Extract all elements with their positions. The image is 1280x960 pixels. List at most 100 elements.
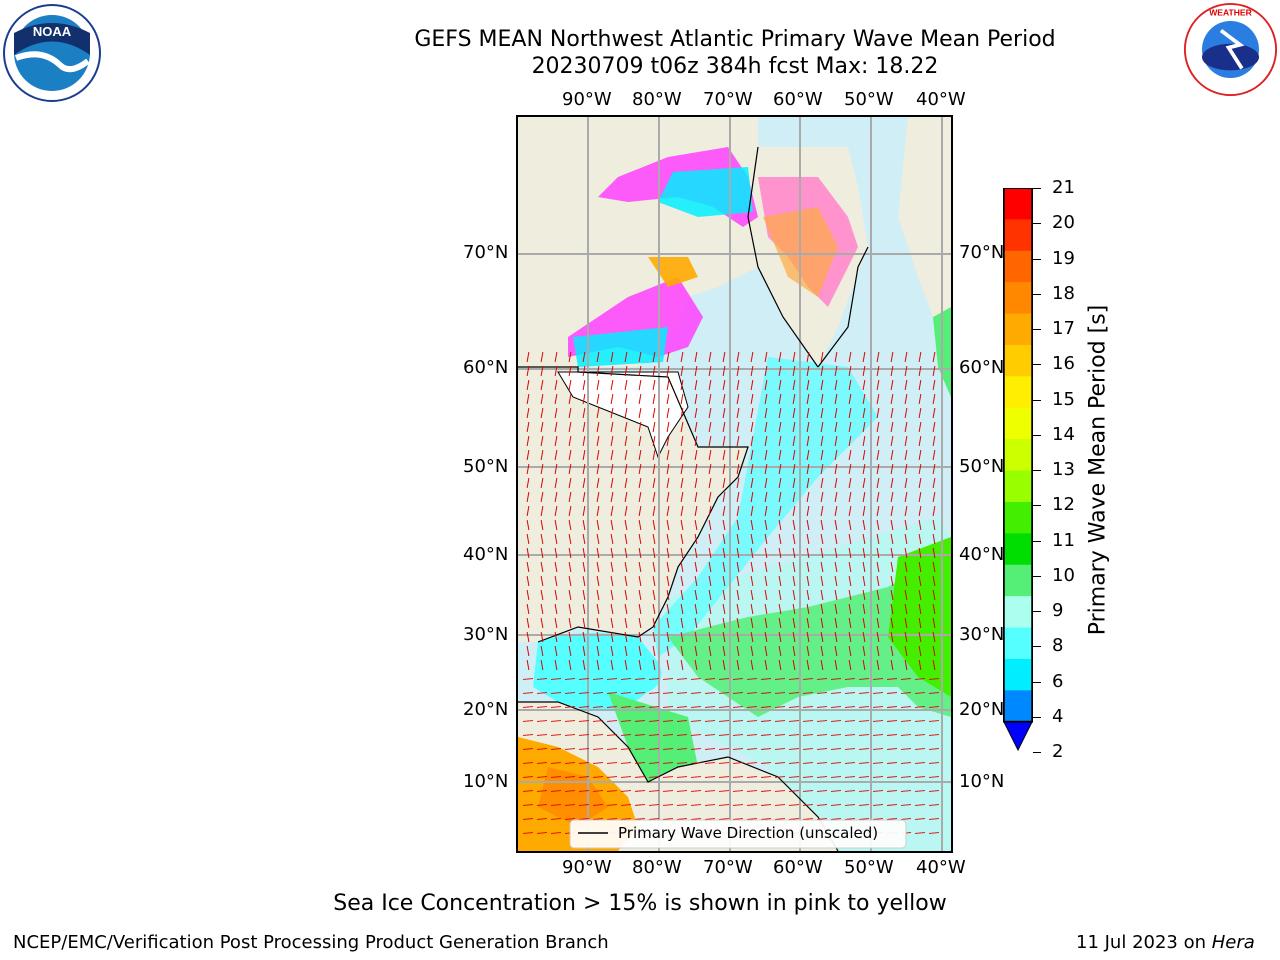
wave-arrow [732, 762, 744, 764]
wave-arrow [820, 631, 824, 643]
wave-arrow [536, 734, 548, 736]
wave-arrow [596, 463, 600, 475]
wave-arrow [764, 505, 768, 517]
wave-arrow [596, 561, 600, 573]
wave-arrow [928, 720, 940, 722]
footer-credit: NCEP/EMC/Verification Post Processing Pr… [13, 932, 609, 953]
wave-arrow [610, 547, 614, 559]
wave-arrow [746, 692, 758, 694]
wave-arrow [526, 603, 530, 615]
wave-arrow [736, 407, 740, 419]
wave-arrow [792, 477, 796, 489]
wave-arrow [778, 533, 782, 545]
wave-arrow [792, 589, 796, 601]
wave-arrow [876, 421, 880, 433]
wave-arrow [592, 720, 604, 722]
wave-arrow [578, 776, 590, 778]
wave-arrow [704, 678, 716, 680]
wave-arrow [554, 645, 558, 657]
lat-label-left: 70°N [463, 242, 509, 263]
wave-arrow [690, 720, 702, 722]
wave-arrow [914, 748, 926, 750]
wave-arrow [928, 692, 940, 694]
wave-arrow [918, 505, 922, 517]
wave-arrow [746, 776, 758, 778]
wave-arrow [848, 603, 852, 615]
wave-arrow [694, 533, 698, 545]
wave-arrow [666, 421, 670, 433]
wave-arrow [918, 547, 922, 559]
wave-arrow [778, 561, 782, 573]
wave-arrow [820, 603, 824, 615]
wave-arrow [918, 589, 922, 601]
wave-arrow [662, 734, 674, 736]
wave-arrow [820, 477, 824, 489]
wave-arrow [652, 421, 656, 433]
wave-arrow [764, 519, 768, 531]
wave-arrow [830, 818, 842, 820]
wave-arrow [536, 748, 548, 750]
wave-arrow [760, 776, 772, 778]
lon-label-top: 60°W [773, 89, 823, 110]
wave-arrow [858, 748, 870, 750]
wave-arrow [806, 617, 810, 629]
wave-arrow [624, 449, 628, 461]
wave-arrow [554, 575, 558, 587]
wave-arrow [540, 659, 544, 671]
wave-arrow [900, 748, 912, 750]
wave-arrow [690, 692, 702, 694]
wave-arrow [764, 561, 768, 573]
wave-arrow [680, 407, 684, 419]
wave-arrow [806, 407, 810, 419]
wave-arrow [872, 678, 884, 680]
wave-arrow [592, 776, 604, 778]
wave-arrow [918, 407, 922, 419]
wave-arrow [750, 379, 754, 391]
wave-arrow [862, 407, 866, 419]
wave-arrow [918, 393, 922, 405]
wave-arrow [694, 421, 698, 433]
wave-arrow [788, 790, 800, 792]
wave-arrow [610, 351, 614, 363]
wave-arrow [764, 617, 768, 629]
wave-arrow [596, 449, 600, 461]
wave-arrow [694, 463, 698, 475]
colorbar-tick-label: 19 [1052, 247, 1075, 269]
wave-arrow [806, 603, 810, 615]
wave-arrow [862, 421, 866, 433]
wave-arrow [746, 706, 758, 708]
wave-arrow [708, 631, 712, 643]
wave-arrow [928, 832, 940, 834]
wave-arrow [918, 491, 922, 503]
wave-arrow [806, 519, 810, 531]
wave-arrow [764, 463, 768, 475]
wave-arrow [816, 720, 828, 722]
wave-arrow [904, 435, 908, 447]
wave-arrow [554, 449, 558, 461]
wave-arrow [778, 407, 782, 419]
wave-arrow [736, 659, 740, 671]
wave-arrow [522, 706, 534, 708]
wave-arrow [806, 547, 810, 559]
wave-arrow [820, 575, 824, 587]
wave-arrow [904, 659, 908, 671]
arctic-wave-region [573, 327, 668, 367]
colorbar-tick-mark [1033, 611, 1041, 612]
wave-arrow [918, 561, 922, 573]
wave-arrow [638, 589, 642, 601]
wave-arrow [638, 603, 642, 615]
sea-ice-region [648, 257, 698, 287]
wave-arrow [648, 734, 660, 736]
wave-arrow [830, 720, 842, 722]
wave-arrow [666, 393, 670, 405]
wave-arrow [722, 421, 726, 433]
wave-arrow [652, 603, 656, 615]
wave-arrow [932, 407, 936, 419]
wave-arrow [736, 645, 740, 657]
wave-arrow [886, 762, 898, 764]
wave-arrow [736, 533, 740, 545]
wave-arrow [620, 762, 632, 764]
wave-arrow [638, 505, 642, 517]
lat-label-right: 50°N [959, 456, 1005, 477]
wave-arrow [554, 351, 558, 363]
